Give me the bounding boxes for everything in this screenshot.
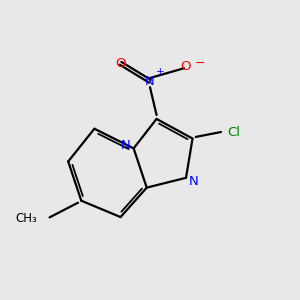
Text: Cl: Cl bbox=[227, 125, 240, 139]
Text: CH₃: CH₃ bbox=[15, 212, 37, 225]
Text: O: O bbox=[115, 57, 126, 70]
Text: O: O bbox=[181, 60, 191, 73]
Text: N: N bbox=[121, 139, 130, 152]
Text: +: + bbox=[156, 67, 165, 77]
Text: N: N bbox=[145, 75, 155, 88]
Text: N: N bbox=[188, 175, 198, 188]
Text: −: − bbox=[194, 57, 205, 70]
